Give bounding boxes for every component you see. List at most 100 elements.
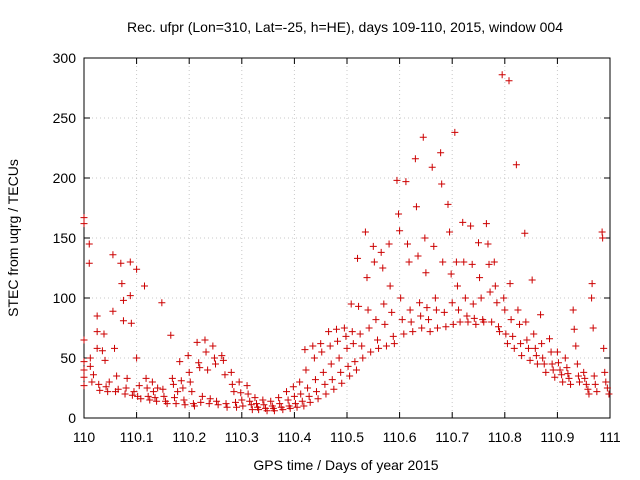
- data-point: [298, 397, 306, 405]
- data-point: [255, 406, 263, 414]
- data-point: [414, 252, 422, 260]
- data-point: [476, 274, 484, 282]
- data-point: [300, 402, 308, 410]
- data-point: [514, 306, 522, 314]
- data-point: [432, 306, 440, 314]
- data-point: [85, 259, 93, 267]
- data-point: [503, 340, 511, 348]
- data-point: [453, 282, 461, 290]
- data-point: [380, 300, 388, 308]
- data-point: [327, 360, 335, 368]
- data-point: [570, 325, 578, 333]
- data-point: [532, 352, 540, 360]
- data-point: [89, 371, 97, 379]
- data-point: [163, 400, 171, 408]
- data-point: [397, 294, 405, 302]
- data-point: [144, 392, 152, 400]
- data-point: [80, 214, 88, 222]
- data-point: [169, 380, 177, 388]
- data-point: [480, 318, 488, 326]
- data-point: [502, 330, 510, 338]
- data-point: [500, 294, 508, 302]
- data-point: [244, 390, 252, 398]
- data-point: [206, 395, 214, 403]
- data-point: [379, 264, 387, 272]
- data-point: [204, 366, 212, 374]
- data-point: [522, 318, 530, 326]
- data-point: [528, 276, 536, 284]
- data-point: [491, 282, 499, 290]
- data-point: [556, 366, 564, 374]
- data-point: [201, 336, 209, 344]
- data-point: [247, 401, 255, 409]
- data-point: [290, 392, 298, 400]
- data-point: [275, 394, 283, 402]
- x-tick-label: 110.7: [435, 429, 469, 445]
- data-point: [309, 342, 317, 350]
- data-point: [325, 328, 333, 336]
- data-point: [219, 356, 227, 364]
- data-point: [448, 299, 456, 307]
- data-point: [263, 407, 271, 415]
- data-point: [154, 384, 162, 392]
- data-point: [447, 270, 455, 278]
- data-point: [531, 344, 539, 352]
- y-tick-label: 0: [68, 410, 76, 426]
- data-point: [605, 390, 613, 398]
- data-point: [130, 388, 138, 396]
- data-point: [494, 323, 502, 331]
- data-point: [389, 332, 397, 340]
- data-point: [548, 360, 556, 368]
- data-point: [558, 371, 566, 379]
- data-point: [230, 388, 238, 396]
- y-tick-label: 100: [53, 290, 77, 306]
- x-axis-label: GPS time / Days of year 2015: [253, 457, 438, 473]
- data-point: [238, 396, 246, 404]
- data-point: [311, 376, 319, 384]
- y-tick-label: 250: [53, 110, 77, 126]
- data-point: [190, 402, 198, 410]
- data-point: [484, 240, 492, 248]
- data-point: [412, 203, 420, 211]
- data-point: [446, 228, 454, 236]
- data-point: [485, 260, 493, 268]
- data-point: [93, 344, 101, 352]
- data-point: [456, 318, 464, 326]
- data-point: [496, 328, 504, 336]
- x-tick-label: 111: [599, 429, 620, 445]
- data-point: [168, 374, 176, 382]
- data-point: [158, 299, 166, 307]
- data-point: [326, 342, 334, 350]
- data-point: [546, 335, 554, 343]
- data-point: [573, 360, 581, 368]
- data-point: [449, 320, 457, 328]
- grid-lines: [84, 58, 610, 418]
- data-point: [567, 380, 575, 388]
- data-point: [559, 378, 567, 386]
- data-point: [472, 320, 480, 328]
- data-point: [205, 400, 213, 408]
- data-point: [137, 395, 145, 403]
- data-point: [572, 342, 580, 350]
- data-point: [318, 348, 326, 356]
- data-point: [464, 318, 472, 326]
- data-point: [98, 347, 106, 355]
- data-point: [126, 258, 134, 266]
- data-point: [551, 373, 559, 381]
- data-point: [409, 328, 417, 336]
- data-point: [174, 388, 182, 396]
- data-point: [421, 234, 429, 242]
- x-tick-label: 110.5: [330, 429, 364, 445]
- data-point: [180, 396, 188, 404]
- data-point: [202, 348, 210, 356]
- data-point: [461, 294, 469, 302]
- data-point: [322, 390, 330, 398]
- data-point: [580, 368, 588, 376]
- data-point: [352, 366, 360, 374]
- data-point: [142, 374, 150, 382]
- data-point: [233, 403, 241, 411]
- data-point: [159, 385, 167, 393]
- data-point: [400, 330, 408, 338]
- data-point: [526, 356, 534, 364]
